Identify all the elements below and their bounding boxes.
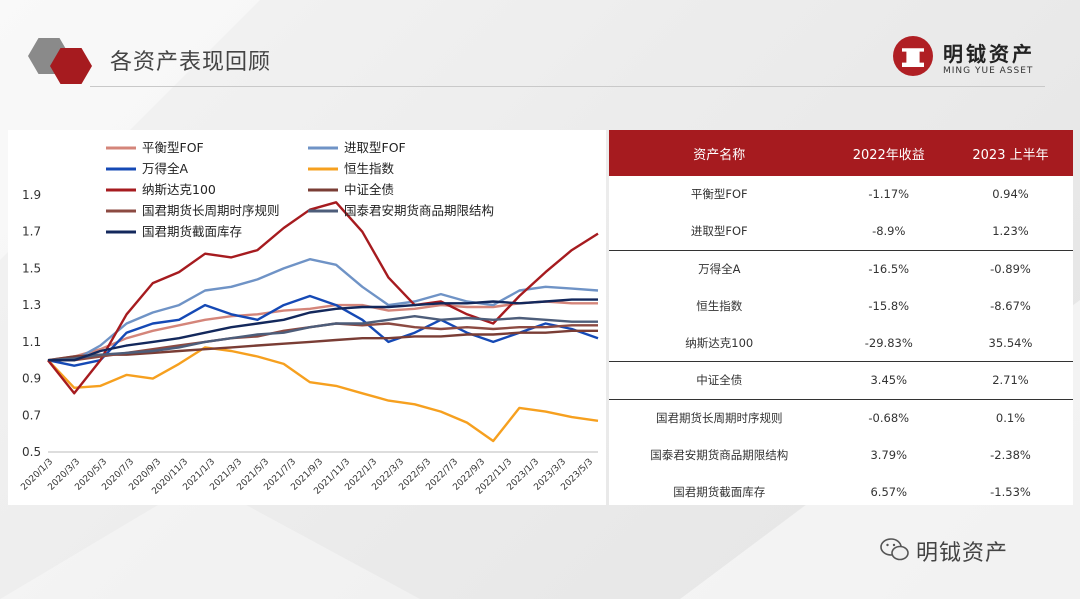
brand-logo-icon	[893, 36, 933, 76]
legend-label: 平衡型FOF	[142, 140, 204, 155]
table-header-cell: 资产名称	[609, 130, 830, 176]
table-cell-y2022: 3.45%	[829, 361, 948, 400]
table-row: 万得全A -16.5% -0.89%	[609, 250, 1073, 287]
table-cell-h2023: -1.53%	[990, 484, 1031, 499]
series-line-5	[47, 201, 599, 395]
brand-name-cn: 明钺资产	[943, 42, 1035, 66]
legend-label: 纳斯达克100	[142, 182, 216, 197]
y-tick-label: 0.5	[22, 445, 41, 459]
table-cell-h2023: 1.23%	[947, 212, 1073, 251]
header-hexagon-red-icon	[50, 48, 92, 84]
y-tick-label: 1.1	[22, 335, 41, 349]
legend-label: 进取型FOF	[344, 140, 406, 155]
line-chart: 1.91.71.51.31.10.90.70.52020/1/32020/3/3…	[19, 140, 599, 497]
y-tick-label: 1.7	[22, 225, 41, 239]
table-row: 国泰君安期货商品期限结构 3.79% -2.38%	[609, 437, 1073, 474]
table-cell-y2022: 3.79%	[870, 447, 908, 462]
legend-label: 万得全A	[142, 161, 189, 176]
table-row: 国君期货截面库存 6.57% -1.53%	[609, 473, 1073, 510]
table-cell-h2023: 0.1%	[995, 411, 1026, 426]
chart-panel: 1.9 1.7 1.5 1.3 1.1 0.9 0.7 0.5 2020/1/3 2020/3/3…	[8, 130, 606, 505]
series-line-1	[47, 300, 598, 362]
table-cell-y2022: -8.9%	[829, 212, 948, 251]
wechat-icon	[880, 538, 909, 561]
table-cell-h2023: -2.38%	[990, 447, 1031, 462]
legend-label: 国君期货长周期时序规则	[142, 203, 280, 218]
legend-label: 国泰君安期货商品期限结构	[344, 203, 494, 218]
table-cell-y2022: -16.5%	[868, 261, 910, 276]
footer-text: 明钺资产	[916, 541, 1009, 566]
table-cell-name: 国君期货截面库存	[673, 484, 766, 499]
table-cell-name: 国泰君安期货商品期限结构	[650, 447, 789, 462]
table-cell-h2023: -8.67%	[990, 298, 1031, 313]
brand-name-en: MING YUE ASSET	[943, 66, 1034, 76]
table-cell-y2022: 6.57%	[870, 484, 908, 499]
table-cell-h2023: 2.71%	[947, 361, 1073, 400]
table-header-row: 资产名称 2022年收益 2023 上半年	[609, 130, 1073, 176]
y-tick-label: 1.3	[22, 298, 41, 312]
legend-label: 国君期货截面库存	[142, 224, 242, 239]
brand-logo-block: 明钺资产 MING YUE ASSET	[893, 36, 1053, 80]
table-cell-name: 纳斯达克100	[609, 324, 830, 362]
series-line-8	[47, 314, 598, 362]
table-cell-name: 恒生指数	[696, 298, 743, 313]
header-divider	[90, 86, 1045, 87]
series-line-9	[48, 298, 598, 362]
table-cell-y2022: -1.17%	[868, 187, 910, 202]
table-cell-name: 中证全债	[609, 361, 830, 400]
table-cell-h2023: 35.54%	[947, 324, 1073, 362]
table-row: 中证全债 3.45% 2.71%	[609, 361, 1073, 400]
table-row: 纳斯达克100 -29.83% 35.54%	[609, 324, 1073, 362]
y-tick-label: 1.5	[22, 261, 41, 275]
page-title: 各资产表现回顾	[110, 50, 272, 75]
y-tick-label: 1.9	[22, 188, 41, 202]
returns-table: 资产名称 2022年收益 2023 上半年 平衡型FOF -1.17% 0.94% 进…	[609, 130, 1073, 510]
series-line-3	[47, 294, 599, 367]
series-line-2	[48, 257, 599, 362]
series-line-4	[47, 346, 599, 443]
table-cell-name: 平衡型FOF	[690, 187, 748, 202]
series-line-6	[47, 329, 598, 362]
table-cell-y2022: -29.83%	[829, 324, 948, 362]
legend-label: 恒生指数	[344, 161, 395, 176]
legend-label: 中证全债	[344, 182, 394, 197]
y-tick-label: 0.7	[22, 408, 41, 422]
table-row: 恒生指数 -15.8% -8.67%	[609, 287, 1073, 324]
table-cell-y2022: -0.68%	[868, 411, 910, 426]
y-tick-label: 0.9	[22, 372, 41, 386]
table-header-cell: 2023 上半年	[947, 130, 1073, 176]
table-header-cell: 2022年收益	[829, 130, 948, 176]
table-row: 平衡型FOF -1.17% 0.94%	[609, 176, 1073, 213]
table-row: 国君期货长周期时序规则 -0.68% 0.1%	[609, 399, 1073, 436]
table-cell-name: 国君期货长周期时序规则	[656, 411, 783, 426]
table-cell-h2023: 0.94%	[992, 187, 1029, 202]
table-cell-name: 进取型FOF	[609, 212, 830, 251]
table-row: 进取型FOF -8.9% 1.23%	[609, 212, 1073, 251]
table-cell-y2022: -15.8%	[868, 298, 910, 313]
returns-table-panel: 资产名称 2022年收益 2023 上半年 平衡型FOF -1.17% 0.94% 进…	[609, 130, 1073, 505]
table-cell-h2023: -0.89%	[990, 261, 1031, 276]
table-cell-name: 万得全A	[698, 261, 741, 276]
